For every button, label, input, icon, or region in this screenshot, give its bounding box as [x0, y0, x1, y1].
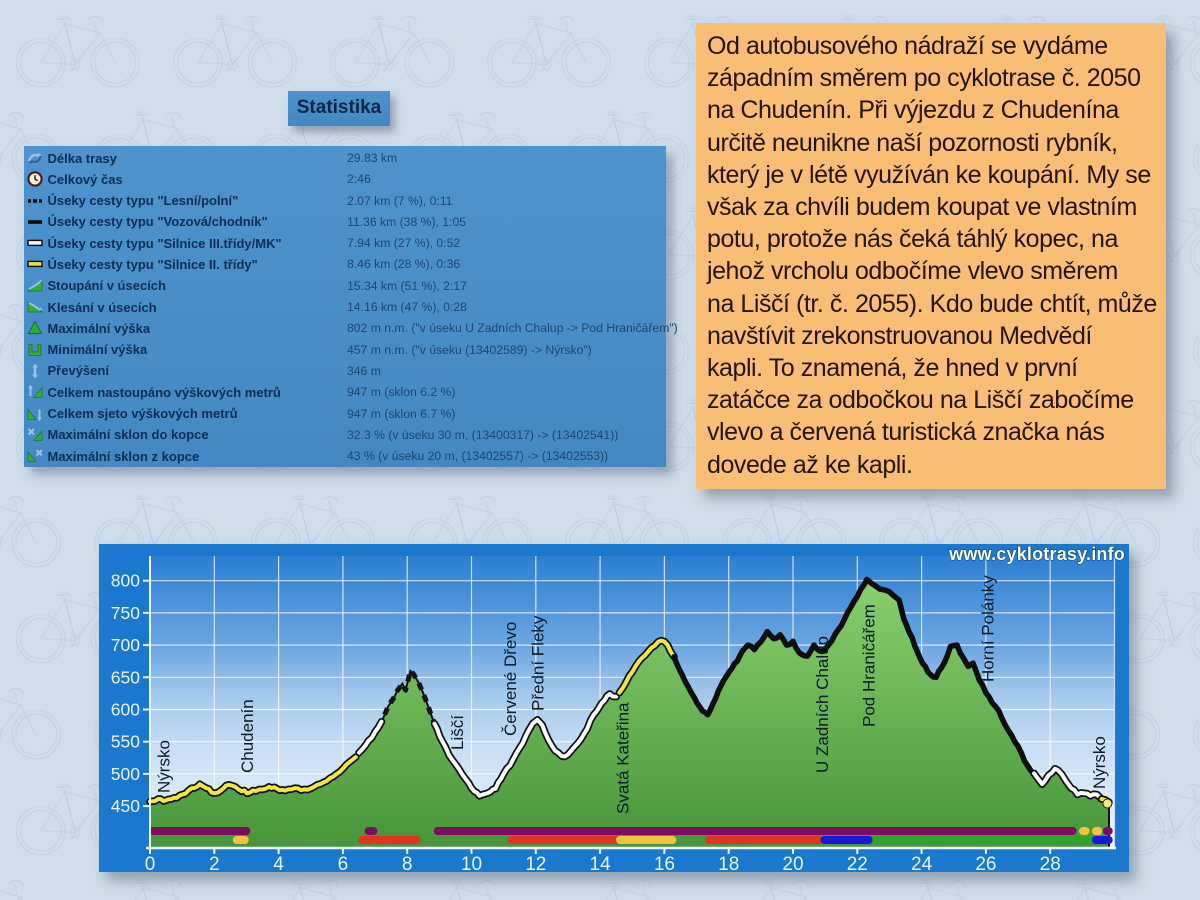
svg-text:Svatá Kateřina: Svatá Kateřina [614, 702, 633, 814]
svg-text:24: 24 [911, 854, 933, 872]
svg-text:18: 18 [718, 854, 739, 872]
svg-text:700: 700 [111, 635, 140, 655]
svg-text:550: 550 [111, 732, 140, 752]
svg-text:U Zadních Chalup: U Zadních Chalup [813, 636, 832, 773]
svg-text:Červené Dřevo: Červené Dřevo [501, 622, 520, 736]
svg-text:Nýrsko: Nýrsko [1090, 736, 1109, 789]
svg-text:Přední Fleky: Přední Fleky [528, 615, 547, 711]
svg-text:Pod Hraničářem: Pod Hraničářem [860, 604, 879, 727]
svg-text:8: 8 [402, 854, 413, 872]
svg-text:500: 500 [111, 764, 140, 784]
svg-text:www.cyklotrasy.info: www.cyklotrasy.info [948, 544, 1125, 564]
svg-text:Horní Polánky: Horní Polánky [979, 575, 998, 682]
svg-text:650: 650 [111, 667, 140, 687]
svg-text:600: 600 [111, 700, 140, 720]
svg-text:22: 22 [847, 854, 868, 872]
svg-text:450: 450 [111, 796, 140, 816]
svg-text:Liščí: Liščí [448, 715, 467, 750]
svg-text:14: 14 [590, 854, 612, 872]
svg-text:6: 6 [338, 854, 349, 872]
svg-text:Chudenín: Chudenín [238, 699, 257, 773]
svg-text:16: 16 [654, 854, 675, 872]
svg-text:26: 26 [975, 854, 996, 872]
svg-text:800: 800 [111, 571, 140, 591]
svg-text:750: 750 [111, 603, 140, 623]
svg-text:10: 10 [461, 854, 482, 872]
svg-text:2: 2 [209, 854, 220, 872]
svg-text:Nýrsko: Nýrsko [155, 740, 174, 793]
svg-text:4: 4 [273, 854, 284, 872]
svg-text:20: 20 [782, 854, 803, 872]
svg-text:28: 28 [1040, 854, 1061, 872]
svg-text:12: 12 [525, 854, 546, 872]
svg-text:0: 0 [145, 854, 156, 872]
